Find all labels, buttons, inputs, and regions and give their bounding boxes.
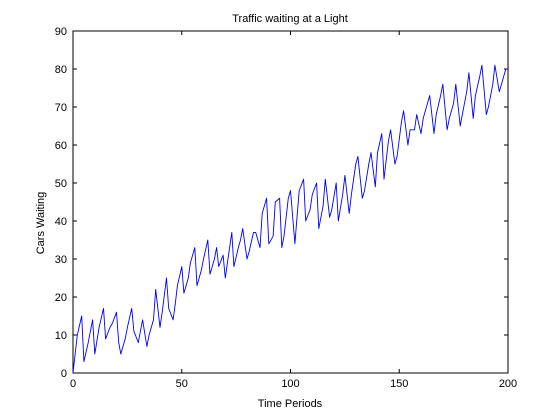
- y-axis-label: Cars Waiting: [35, 192, 47, 255]
- x-tick-label: 200: [499, 378, 517, 390]
- y-tick-label: 40: [55, 216, 67, 228]
- x-tick-label: 50: [176, 378, 188, 390]
- y-tick-label: 20: [55, 292, 67, 304]
- x-tick-label: 0: [70, 378, 76, 390]
- y-tick-label: 90: [55, 26, 67, 38]
- y-tick-label: 70: [55, 102, 67, 114]
- x-tick-label: 100: [281, 378, 299, 390]
- plot-area: 0 50 100 150 200 0 10 20 30 40 50 60 70 80 90: [55, 26, 517, 390]
- y-tick-label: 60: [55, 140, 67, 152]
- x-tick-label: 150: [390, 378, 408, 390]
- y-tick-label: 50: [55, 178, 67, 190]
- plot-frame: [72, 30, 509, 374]
- y-tick-label: 30: [55, 254, 67, 266]
- chart-title: Traffic waiting at a Light: [232, 13, 348, 25]
- series-line: [72, 64, 508, 374]
- y-tick-label: 10: [55, 330, 67, 342]
- y-tick-label: 0: [61, 368, 67, 380]
- x-axis-label: Time Periods: [258, 398, 323, 410]
- y-tick-label: 80: [55, 64, 67, 76]
